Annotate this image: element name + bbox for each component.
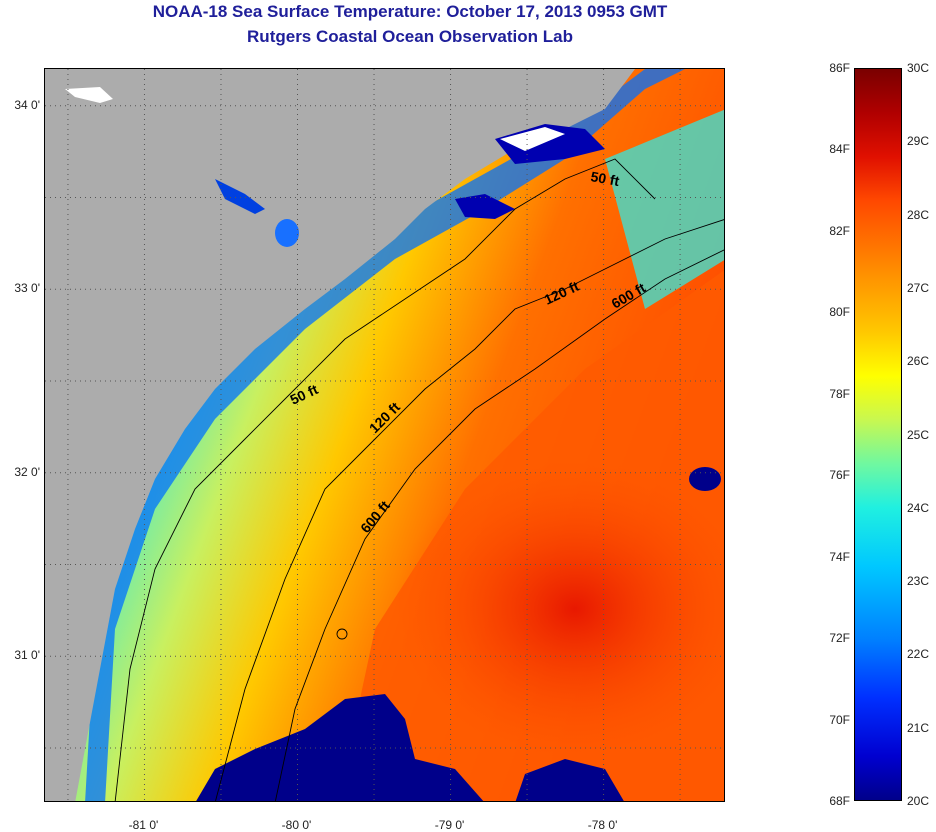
- hot-core-region: [395, 459, 724, 759]
- colorbar-c-label: 27C: [907, 280, 930, 295]
- colorbar-f-label: 80F: [829, 305, 850, 320]
- inland-water: [215, 179, 265, 214]
- chart-subtitle: Rutgers Coastal Ocean Observation Lab: [247, 27, 573, 46]
- chart-title: NOAA-18 Sea Surface Temperature: October…: [152, 2, 668, 21]
- colorbar-f-label: 86F: [829, 61, 850, 75]
- cloud-patch: [689, 467, 721, 491]
- colorbar-f-label: 76F: [829, 468, 850, 483]
- lon-tick-label: -78 0': [587, 818, 618, 832]
- cloud-cover-right: [515, 759, 624, 801]
- contour-50ft: [114, 158, 656, 801]
- colorbar-f-label: 74F: [829, 549, 850, 564]
- inland-lake: [275, 219, 299, 247]
- colorbar-f-label: 70F: [829, 712, 850, 727]
- colorbar-c-label: 23C: [907, 574, 930, 589]
- land-mass: [45, 69, 635, 801]
- colorbar-f-label: 72F: [829, 631, 850, 646]
- white-mask-patch: [65, 87, 113, 103]
- colorbar-c-label: 24C: [907, 500, 930, 515]
- colorbar-c-label: 30C: [907, 61, 930, 75]
- contour-600ft-loop: [336, 628, 348, 640]
- lat-tick-label: 33 0': [14, 281, 40, 296]
- cool-streak: [605, 109, 724, 309]
- colorbar-f-label: 78F: [829, 386, 850, 401]
- lat-tick-label: 31 0': [14, 648, 40, 663]
- sst-map-canvas: 50 ft 50 ft 120 ft 120 ft 600 ft 600 ft: [45, 69, 724, 801]
- lon-tick-label: -79 0': [434, 818, 465, 832]
- colorbar-c-label: 20C: [907, 794, 930, 808]
- lat-tick-label: 34 0': [14, 97, 40, 112]
- temperature-colorbar: [854, 68, 902, 801]
- colorbar-f-label: 84F: [829, 142, 850, 157]
- colorbar-c-label: 29C: [907, 134, 930, 149]
- lat-lon-grid: [45, 69, 724, 801]
- lon-tick-label: -81 0': [128, 818, 159, 832]
- colorbar-c-label: 28C: [907, 207, 930, 222]
- colorbar-c-label: 21C: [907, 720, 930, 735]
- contour-600ft: [274, 249, 724, 801]
- lat-tick-label: 32 0': [14, 464, 40, 479]
- colorbar-f-label: 82F: [829, 223, 850, 238]
- colorbar-c-label: 25C: [907, 427, 930, 442]
- sst-map: 50 ft 50 ft 120 ft 120 ft 600 ft 600 ft: [44, 68, 725, 802]
- colorbar-f-label: 68F: [829, 794, 850, 808]
- inlet-cold-patch: [455, 194, 515, 219]
- colorbar-c-label: 26C: [907, 354, 930, 369]
- lon-tick-label: -80 0': [281, 818, 312, 832]
- colorbar-c-label: 22C: [907, 647, 930, 662]
- bay-white-patch: [500, 127, 565, 151]
- contour-120ft: [215, 219, 724, 801]
- contour-label-50ft-upper: 50 ft: [589, 168, 620, 189]
- cloud-cover: [196, 694, 484, 801]
